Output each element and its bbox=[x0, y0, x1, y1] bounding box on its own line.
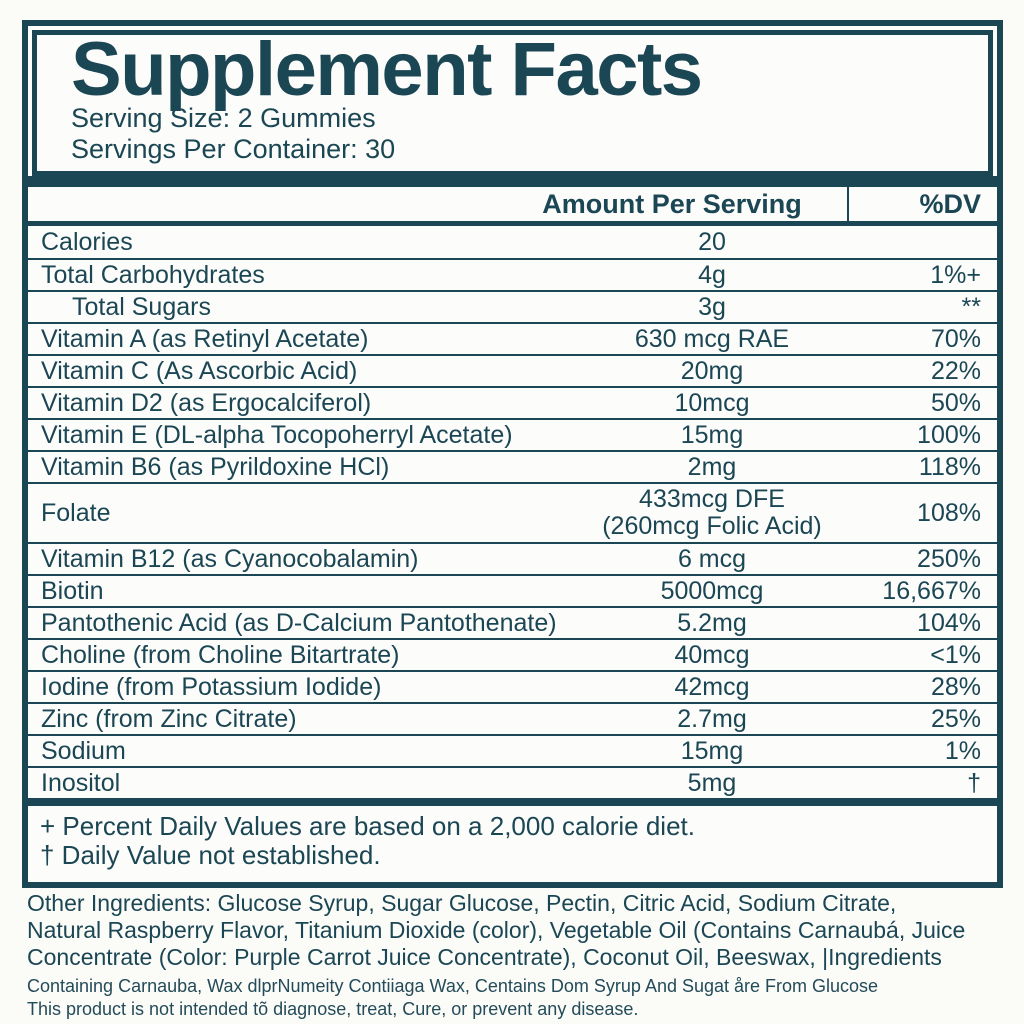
nutrient-name: Choline (from Choline Bitartrate) bbox=[41, 640, 400, 669]
nutrient-dv: <1% bbox=[930, 640, 981, 669]
nutrient-amount: 2mg bbox=[687, 452, 737, 481]
nutrient-dv: 104% bbox=[917, 608, 981, 637]
nutrient-dv: 70% bbox=[930, 324, 981, 353]
nutrient-name: Calories bbox=[41, 227, 133, 256]
nutrient-row: Total Carbohydrates 4g 1%+ bbox=[28, 258, 997, 290]
nutrient-amount: 2.7mg bbox=[677, 704, 747, 733]
nutrient-name: Pantothenic Acid (as D-Calcium Pantothen… bbox=[41, 608, 557, 637]
servings-per-container: Servings Per Container: 30 bbox=[71, 134, 396, 164]
nutrient-dv: ** bbox=[961, 292, 981, 321]
fine-print-line: Containing Carnauba, Wax dlprNumeity Con… bbox=[27, 976, 879, 996]
nutrient-row: Vitamin D2 (as Ergocalciferol) 10mcg 50% bbox=[28, 386, 997, 418]
nutrient-amount: 15mg bbox=[680, 736, 744, 765]
nutrient-name: Total Carbohydrates bbox=[41, 260, 265, 289]
nutrient-row: Zinc (from Zinc Citrate) 2.7mg 25% bbox=[28, 702, 997, 734]
nutrient-dv: 100% bbox=[917, 420, 981, 449]
footnote-line: † Daily Value not established. bbox=[40, 840, 381, 870]
thick-divider-bar bbox=[28, 798, 997, 806]
nutrient-dv: 25% bbox=[930, 704, 981, 733]
nutrient-name: Vitamin D2 (as Ergocalciferol) bbox=[41, 388, 372, 417]
nutrient-dv: 50% bbox=[930, 388, 981, 417]
nutrient-row: Biotin 5000mcg 16,667% bbox=[28, 574, 997, 606]
nutrient-row: Vitamin E (DL-alpha Tocopoherryl Acetate… bbox=[28, 418, 997, 450]
nutrient-amount: 4g bbox=[698, 260, 726, 289]
label-title: Supplement Facts bbox=[71, 27, 703, 112]
nutrient-name: Vitamin C (As Ascorbic Acid) bbox=[41, 356, 358, 385]
nutrient-amount: 433mcg DFE (260mcg Folic Acid) bbox=[577, 486, 847, 540]
nutrient-dv: † bbox=[967, 768, 981, 797]
nutrient-amount: 20 bbox=[698, 227, 726, 256]
footnote-line: + Percent Daily Values are based on a 2,… bbox=[40, 811, 695, 841]
nutrient-dv: 28% bbox=[930, 672, 981, 701]
nutrient-amount: 40mcg bbox=[674, 640, 750, 669]
nutrient-amount: 5.2mg bbox=[677, 608, 747, 637]
nutrient-amount: 3g bbox=[698, 292, 726, 321]
nutrient-name: Total Sugars bbox=[72, 292, 211, 321]
nutrient-dv: 22% bbox=[930, 356, 981, 385]
nutrient-dv: 1% bbox=[944, 736, 981, 765]
nutrient-dv: 118% bbox=[918, 452, 981, 481]
bottom-text-block: Other Ingredients: Glucose Syrup, Sugar … bbox=[27, 890, 1014, 1021]
nutrient-amount-line: 433mcg DFE bbox=[639, 485, 785, 513]
nutrient-amount: 5000mcg bbox=[660, 576, 764, 605]
nutrient-amount: 42mcg bbox=[674, 672, 750, 701]
label-header: Supplement Facts Serving Size: 2 Gummies… bbox=[32, 30, 993, 176]
column-header-amount: Amount Per Serving bbox=[542, 188, 802, 219]
nutrient-row: Inositol 5mg † bbox=[28, 766, 997, 798]
nutrient-dv: 250% bbox=[917, 544, 981, 573]
nutrient-row: Folate 433mcg DFE (260mcg Folic Acid) 108% bbox=[28, 482, 997, 542]
nutrient-row: Iodine (from Potassium Iodide) 42mcg 28% bbox=[28, 670, 997, 702]
nutrient-row: Pantothenic Acid (as D-Calcium Pantothen… bbox=[28, 606, 997, 638]
nutrient-row: Vitamin A (as Retinyl Acetate) 630 mcg RA… bbox=[28, 322, 997, 354]
nutrient-amount: 15mg bbox=[680, 420, 744, 449]
nutrient-row: Total Sugars 3g ** bbox=[28, 290, 997, 322]
other-ingredients-line: Natural Raspberry Flavor, Titanium Dioxi… bbox=[27, 917, 966, 943]
fine-print: Containing Carnauba, Wax dlprNumeity Con… bbox=[27, 975, 1014, 1021]
nutrient-name: Biotin bbox=[41, 576, 104, 605]
nutrient-name: Sodium bbox=[41, 736, 126, 765]
thick-divider-bar bbox=[28, 176, 997, 187]
nutrient-name: Vitamin B6 (as Pyrildoxine HCl) bbox=[41, 452, 390, 481]
nutrient-amount: 20mg bbox=[680, 356, 744, 385]
column-header-dv: %DV bbox=[847, 187, 997, 221]
medium-divider-bar bbox=[28, 221, 997, 226]
nutrient-amount: 630 mcg RAE bbox=[634, 324, 790, 353]
nutrient-name: Vitamin A (as Retinyl Acetate) bbox=[41, 324, 369, 353]
nutrient-name: Inositol bbox=[41, 768, 121, 797]
nutrient-table: Calories 20 Total Carbohydrates 4g 1%+ Total … bbox=[28, 226, 997, 798]
nutrient-dv: 1%+ bbox=[930, 260, 981, 289]
nutrient-amount: 5mg bbox=[687, 768, 737, 797]
serving-size: Serving Size: 2 Gummies bbox=[71, 103, 376, 133]
nutrient-name: Vitamin B12 (as Cyanocobalamin) bbox=[41, 544, 419, 573]
nutrient-amount: 10mcg bbox=[674, 388, 750, 417]
supplement-facts-panel: Supplement Facts Serving Size: 2 Gummies… bbox=[22, 20, 1003, 888]
nutrient-row: Choline (from Choline Bitartrate) 40mcg <1… bbox=[28, 638, 997, 670]
nutrient-row: Calories 20 bbox=[28, 226, 997, 258]
nutrient-row: Vitamin B6 (as Pyrildoxine HCl) 2mg 118% bbox=[28, 450, 997, 482]
nutrient-dv: 16,667% bbox=[882, 576, 981, 605]
footnotes: + Percent Daily Values are based on a 2,… bbox=[28, 806, 997, 870]
nutrient-name: Iodine (from Potassium Iodide) bbox=[41, 672, 382, 701]
other-ingredients-line: Other Ingredients: Glucose Syrup, Sugar … bbox=[27, 890, 897, 916]
nutrient-row: Vitamin C (As Ascorbic Acid) 20mg 22% bbox=[28, 354, 997, 386]
nutrient-name: Zinc (from Zinc Citrate) bbox=[41, 704, 297, 733]
nutrient-row: Vitamin B12 (as Cyanocobalamin) 6 mcg 250% bbox=[28, 542, 997, 574]
disclaimer-line: This product is not intended tõ diagnose… bbox=[27, 999, 639, 1019]
column-header-row: Amount Per Serving %DV bbox=[28, 187, 997, 221]
nutrient-name: Vitamin E (DL-alpha Tocopoherryl Acetate… bbox=[41, 420, 513, 449]
nutrient-amount-line: (260mcg Folic Acid) bbox=[602, 512, 822, 540]
nutrient-name: Folate bbox=[41, 498, 111, 527]
nutrient-dv: 108% bbox=[917, 498, 981, 527]
other-ingredients-line: Concentrate (Color: Purple Carrot Juice … bbox=[27, 944, 942, 970]
nutrient-row: Sodium 15mg 1% bbox=[28, 734, 997, 766]
nutrient-amount: 6 mcg bbox=[677, 544, 747, 573]
